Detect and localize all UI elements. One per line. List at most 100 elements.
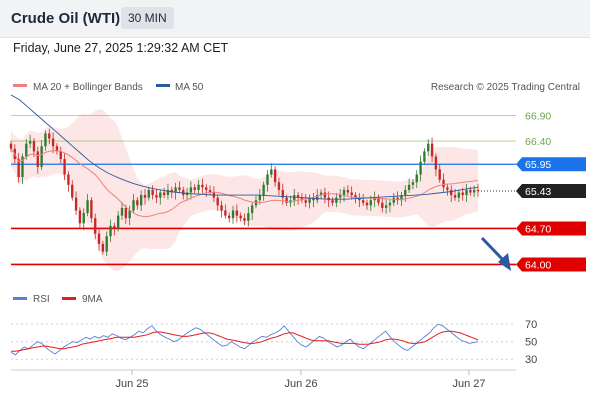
candle-body <box>28 141 32 144</box>
candle-body <box>82 213 85 224</box>
candle-body <box>300 197 304 201</box>
price-tag-bg-65.95 <box>516 157 586 172</box>
candle-body <box>427 143 430 152</box>
candle-body <box>17 159 20 178</box>
candle-body <box>59 151 62 160</box>
rsi-tick-70: 70 <box>525 319 537 331</box>
candle-body <box>105 236 108 252</box>
candle-body <box>369 200 372 206</box>
candle-body <box>354 195 357 198</box>
candle-body <box>442 179 445 188</box>
candle-body <box>67 174 70 185</box>
candle-body <box>109 225 112 237</box>
price-tag-bg-65.43 <box>516 183 586 198</box>
candle-body <box>392 197 395 203</box>
candle-body <box>139 195 143 206</box>
candle-body <box>25 143 28 157</box>
candle-body <box>415 174 418 183</box>
chart-header: Crude Oil (WTI) 30 MIN <box>0 0 590 38</box>
candle-body <box>270 169 273 175</box>
candle-body <box>247 213 250 221</box>
candle-body <box>205 187 208 190</box>
candle-body <box>155 195 158 198</box>
candle-body <box>97 233 101 244</box>
rsi-legend-swatch <box>13 297 27 300</box>
ma9-legend-swatch <box>62 297 76 300</box>
candle-body <box>316 195 319 201</box>
candle-body <box>339 195 342 198</box>
candle-body <box>182 189 185 196</box>
candle-body <box>457 192 461 198</box>
candle-body <box>197 184 200 190</box>
candle-body <box>128 210 131 219</box>
price-label-66.90: 66.90 <box>525 110 551 122</box>
candle-body <box>74 197 78 211</box>
rsi-panel: 70 50 30 <box>10 319 537 366</box>
candle-body <box>132 200 135 211</box>
candle-body <box>258 195 261 201</box>
candle-body <box>113 225 116 229</box>
candle-body <box>404 189 407 196</box>
rsi-tick-30: 30 <box>525 354 537 366</box>
candle-body <box>319 192 323 196</box>
candle-body <box>90 200 93 219</box>
candle-body <box>120 207 124 216</box>
candle-body <box>116 215 120 229</box>
candle-body <box>9 143 13 149</box>
candle-body <box>384 205 388 208</box>
price-tag-bg-64.00 <box>516 257 586 272</box>
candle-body <box>266 174 269 185</box>
candle-body <box>308 197 311 203</box>
candle-body <box>235 210 239 216</box>
candle-body <box>224 210 227 216</box>
candle-body <box>78 210 82 224</box>
candle-body <box>166 189 170 196</box>
candle-body <box>430 143 434 157</box>
candle-body <box>438 169 441 180</box>
ma9-legend-label: 9MA <box>82 294 103 305</box>
candle-body <box>124 207 128 219</box>
candle-body <box>151 189 154 196</box>
candle-body <box>136 200 139 206</box>
candle-body <box>335 197 338 203</box>
candle-body <box>411 182 415 185</box>
candle-body <box>147 189 150 198</box>
candle-body <box>476 189 480 191</box>
candle-body <box>143 195 147 198</box>
candle-body <box>461 192 464 196</box>
candle-body <box>465 189 468 196</box>
candle-body <box>250 205 254 214</box>
candle-body <box>361 200 365 203</box>
candle-body <box>450 189 453 196</box>
candle-body <box>331 200 334 203</box>
moving-averages <box>10 94 479 218</box>
ma50-line <box>10 94 479 200</box>
candle-body <box>296 195 300 198</box>
candle-body <box>358 197 361 201</box>
rsi-tick-50: 50 <box>525 337 537 349</box>
candle-body <box>48 133 51 139</box>
candle-body <box>243 218 246 221</box>
instrument-title: Crude Oil (WTI) <box>11 10 121 27</box>
candle-body <box>193 187 196 190</box>
ma20-line <box>10 148 479 218</box>
candle-body <box>220 205 223 211</box>
candle-body <box>472 189 476 193</box>
candle-body <box>159 192 162 198</box>
candle-body <box>63 159 66 175</box>
candle-body <box>365 202 369 206</box>
candle-body <box>201 184 204 188</box>
candle-body <box>86 200 89 214</box>
x-axis: Jun 25 Jun 26 Jun 27 <box>115 370 486 390</box>
x-tick-label: Jun 27 <box>452 378 485 390</box>
candle-body <box>170 189 173 193</box>
candle-body <box>262 184 265 196</box>
candle-body <box>304 200 307 203</box>
candle-body <box>469 189 472 193</box>
copyright-text: Research © 2025 Trading Central <box>431 82 580 93</box>
price-tag-64.00: 64.00 <box>525 259 551 271</box>
timeframe-button[interactable]: 30 MIN <box>121 7 174 29</box>
rsi-line <box>10 323 479 356</box>
candle-body <box>350 192 353 196</box>
candle-body <box>377 197 380 203</box>
